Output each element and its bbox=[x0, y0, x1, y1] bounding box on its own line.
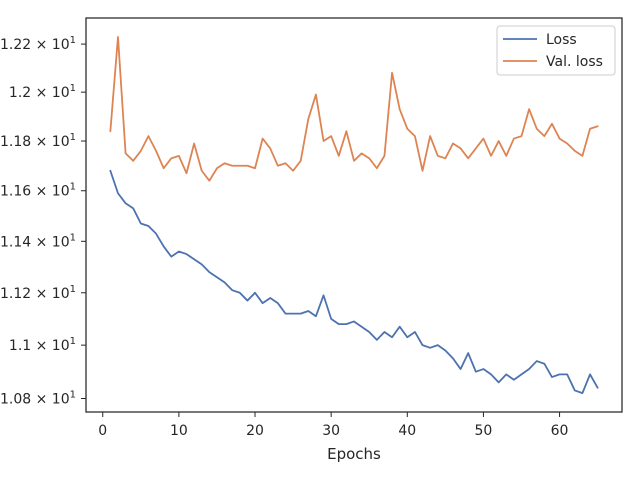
x-tick-label: 60 bbox=[551, 423, 569, 439]
x-axis: 0 10 20 30 40 50 60 bbox=[98, 412, 568, 439]
legend: Loss Val. loss bbox=[496, 25, 616, 76]
y-axis: 1.08 × 101 1.1 × 101 1.12 × 101 1.14 × 101 1… bbox=[0, 35, 86, 408]
legend-label-loss: Loss bbox=[546, 32, 577, 48]
x-tick-label: 10 bbox=[170, 423, 188, 439]
x-tick-label: 0 bbox=[98, 423, 107, 439]
y-tick-label: 1.08 × 101 bbox=[0, 390, 76, 408]
plot-lines bbox=[109, 36, 599, 395]
plot-frame bbox=[85, 17, 623, 413]
series-line-0 bbox=[109, 169, 599, 395]
y-tick-label: 1.2 × 101 bbox=[9, 83, 76, 101]
x-axis-label: Epochs bbox=[327, 445, 381, 463]
x-tick-label: 20 bbox=[246, 423, 264, 439]
x-tick-label: 30 bbox=[322, 423, 340, 439]
y-tick-label: 1.18 × 101 bbox=[0, 132, 76, 150]
y-tick-label: 1.1 × 101 bbox=[9, 336, 76, 354]
y-tick-label: 1.22 × 101 bbox=[0, 35, 76, 53]
series-line-1 bbox=[109, 36, 599, 182]
legend-label-val-loss: Val. loss bbox=[546, 54, 603, 70]
y-tick-label: 1.16 × 101 bbox=[0, 182, 76, 200]
x-tick-label: 50 bbox=[475, 423, 493, 439]
y-tick-label: 1.12 × 101 bbox=[0, 284, 76, 302]
x-tick-label: 40 bbox=[398, 423, 416, 439]
y-tick-label: 1.14 × 101 bbox=[0, 232, 76, 250]
